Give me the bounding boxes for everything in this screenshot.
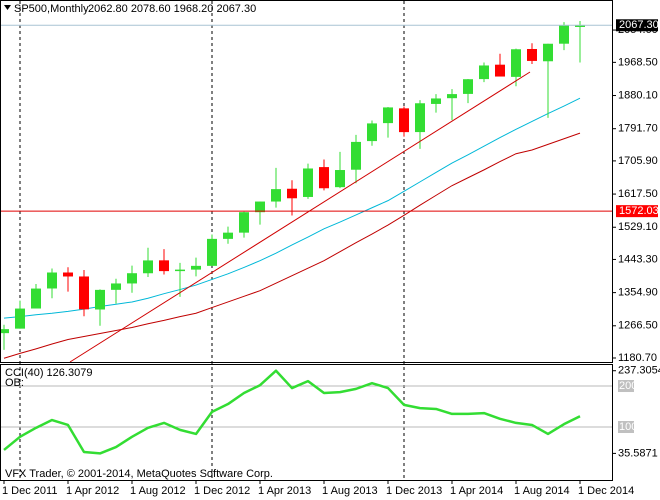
candle-body — [287, 188, 297, 199]
level-label: 200 — [619, 380, 637, 392]
candle-body — [575, 25, 585, 27]
x-tick-label: 1 Aug 2013 — [322, 485, 378, 497]
candle-body — [559, 25, 569, 44]
trend-line — [69, 71, 531, 363]
y-tick-label: 1968.50 — [618, 56, 658, 68]
y-tick-label: 1791.70 — [618, 123, 658, 135]
candle-body — [399, 108, 409, 133]
x-tick-label: 1 Aug 2012 — [130, 485, 186, 497]
cci-title: CCI(40) 126.3079 — [5, 367, 92, 379]
candle-body — [239, 212, 249, 233]
level-label-box — [618, 421, 634, 434]
candle-body — [159, 260, 169, 272]
y-tick-label: 35.5871 — [618, 447, 658, 459]
y-tick-label: 1354.90 — [618, 287, 658, 299]
candle-body — [15, 308, 25, 329]
x-tick-label: 1 Dec 2013 — [386, 485, 442, 497]
candle-body — [47, 272, 57, 289]
y-tick-label: 237.3054 — [618, 365, 660, 377]
candle-body — [127, 273, 137, 284]
x-tick-label: 1 Dec 2014 — [578, 485, 634, 497]
cci-subtitle: OB: — [5, 377, 24, 389]
candle-body — [479, 65, 489, 80]
x-tick-label: 1 Aug 2014 — [514, 485, 570, 497]
candle-body — [303, 168, 313, 197]
x-tick-label: 1 Dec 2012 — [194, 485, 250, 497]
candle-body — [415, 103, 425, 133]
candle-body — [143, 260, 153, 274]
x-tick-label: 1 Apr 2013 — [258, 485, 311, 497]
level-label-box — [618, 380, 634, 393]
price-label-box — [616, 205, 658, 218]
candle-body — [463, 79, 473, 94]
candle-body — [223, 232, 233, 239]
candle-body — [0, 329, 9, 334]
candle-body — [31, 288, 41, 309]
candle-body — [335, 170, 345, 188]
menu-arrow[interactable] — [4, 5, 11, 10]
ohlc-label: 2062.80 2078.60 1968.20 2067.30 — [88, 3, 256, 15]
cci-frame — [0, 364, 613, 481]
candle-body — [527, 48, 537, 61]
candle-body — [111, 283, 121, 290]
candle-body — [351, 141, 361, 170]
x-tick-label: 1 Dec 2011 — [2, 485, 57, 497]
y-tick-label: 1617.50 — [618, 188, 658, 200]
candle-body — [95, 289, 105, 310]
candle-body — [175, 269, 185, 272]
candle-body — [207, 238, 217, 266]
cci-line — [3, 369, 581, 455]
candle-body — [319, 167, 329, 189]
candle-body — [431, 98, 441, 104]
y-tick-label: 1180.70 — [618, 352, 657, 364]
chart-title: SP500,Monthly — [14, 3, 89, 15]
candle-body — [447, 94, 457, 99]
candle-body — [79, 276, 89, 310]
candle-body — [383, 107, 393, 124]
y-tick-label: 1529.10 — [618, 221, 658, 233]
x-tick-label: 1 Apr 2014 — [450, 485, 503, 497]
price-frame — [0, 0, 613, 363]
cci-panel: 200 100 237.3054 35.5871 — [1, 365, 660, 459]
y-tick-label: 1705.90 — [618, 155, 658, 167]
x-tick-label: 1 Apr 2012 — [66, 485, 119, 497]
y-tick-label: 1880.10 — [618, 89, 658, 101]
candle-body — [367, 123, 377, 142]
candle-body — [255, 201, 265, 213]
moving-average — [3, 132, 581, 359]
candle-body — [543, 43, 553, 62]
price-label: 2067.30 — [619, 19, 659, 31]
price-label: 1572.03 — [619, 205, 659, 217]
level-label: 100 — [619, 421, 637, 433]
candle-body — [63, 272, 73, 277]
candle-body — [495, 64, 505, 77]
candle-body — [191, 265, 201, 270]
candle-body — [511, 49, 521, 77]
y-tick-label: 1443.30 — [618, 253, 658, 265]
copyright: VFX Trader, © 2001-2014, MetaQuotes Soft… — [5, 468, 273, 480]
candle-body — [271, 189, 281, 202]
y-tick-label: 1266.50 — [618, 320, 658, 332]
price-label-box — [616, 19, 658, 32]
